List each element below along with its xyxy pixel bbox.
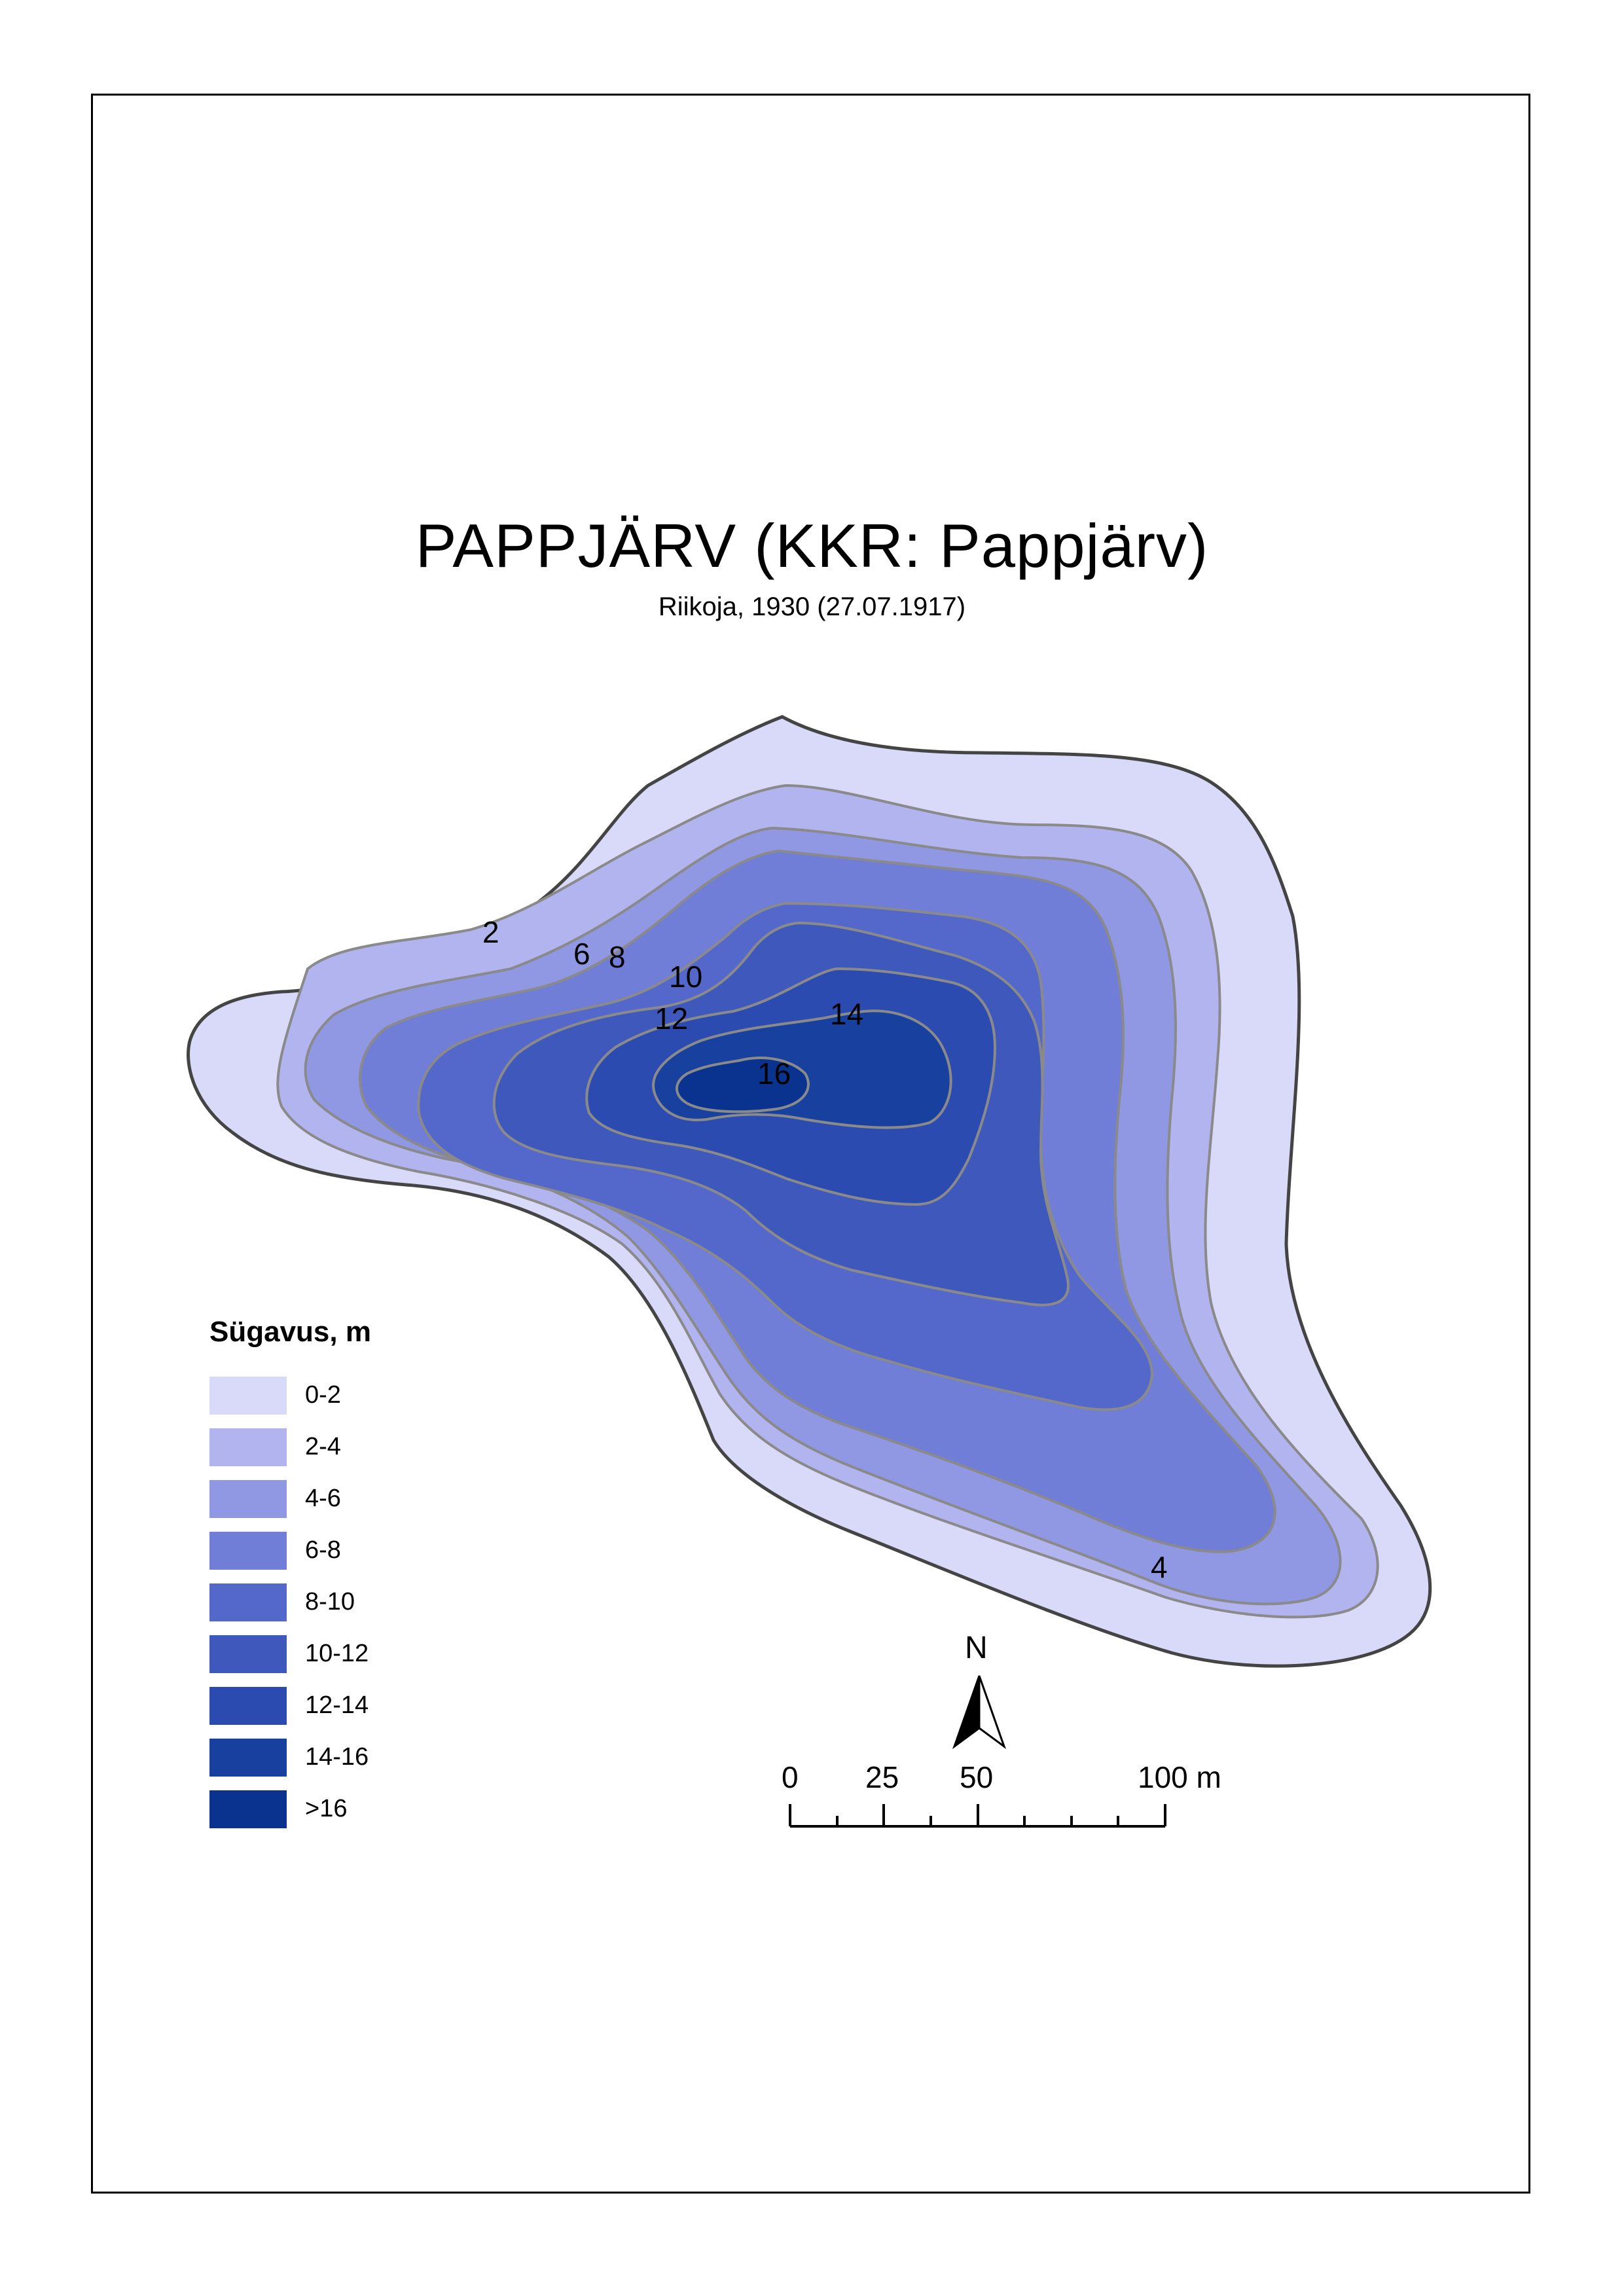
scale-label-50: 50 [960, 1760, 994, 1794]
contour-label-10: 10 [669, 960, 702, 994]
contour-label-12: 12 [655, 1002, 688, 1036]
legend-swatch [209, 1686, 287, 1725]
legend-swatch [209, 1479, 287, 1518]
legend-swatch [209, 1635, 287, 1673]
legend-item: 10-12 [209, 1628, 371, 1680]
legend-swatch [209, 1531, 287, 1570]
contour-label-6: 6 [573, 937, 590, 971]
legend-label: 6-8 [305, 1536, 341, 1564]
legend-title: Sügavus, m [209, 1316, 371, 1348]
legend-swatch [209, 1790, 287, 1828]
contour-label-16: 16 [757, 1057, 791, 1091]
legend-label: 0-2 [305, 1381, 341, 1409]
north-arrow-icon [952, 1675, 1007, 1750]
legend-label: 8-10 [305, 1588, 355, 1616]
scale-label-25: 25 [865, 1760, 899, 1794]
legend-label: >16 [305, 1795, 348, 1822]
legend-item: 12-14 [209, 1680, 371, 1731]
north-label: N [965, 1631, 988, 1665]
contour-label-2: 2 [482, 915, 499, 949]
depth-zone-over-16 [676, 1057, 810, 1113]
legend-label: 12-14 [305, 1691, 369, 1719]
legend-item: 4-6 [209, 1473, 371, 1525]
contour-label-8: 8 [609, 940, 626, 974]
contour-label-14: 14 [830, 997, 863, 1031]
legend-item: 14-16 [209, 1731, 371, 1783]
legend-item: 0-2 [209, 1369, 371, 1421]
legend-swatch [209, 1376, 287, 1415]
legend-label: 2-4 [305, 1433, 341, 1460]
map-subtitle: Riikoja, 1930 (27.07.1917) [658, 592, 966, 621]
legend-item: 6-8 [209, 1525, 371, 1576]
scale-label-100: 100 m [1138, 1760, 1221, 1794]
contour-label-4: 4 [1151, 1550, 1168, 1584]
legend-item: 8-10 [209, 1576, 371, 1628]
map-frame [91, 94, 1530, 2194]
legend-swatch [209, 1428, 287, 1466]
legend-label: 14-16 [305, 1743, 369, 1771]
legend-label: 10-12 [305, 1640, 369, 1667]
legend-item: 2-4 [209, 1421, 371, 1473]
scale-bar [789, 1804, 1166, 1828]
scale-label-0: 0 [782, 1760, 799, 1794]
legend-swatch [209, 1583, 287, 1621]
depth-legend: Sügavus, m 0-2 2-4 4-6 6-8 8-10 10-12 12… [209, 1316, 371, 1835]
legend-label: 4-6 [305, 1485, 341, 1512]
legend-swatch [209, 1738, 287, 1777]
map-title: PAPPJÄRV (KKR: Pappjärv) [415, 511, 1209, 580]
legend-item: >16 [209, 1783, 371, 1835]
